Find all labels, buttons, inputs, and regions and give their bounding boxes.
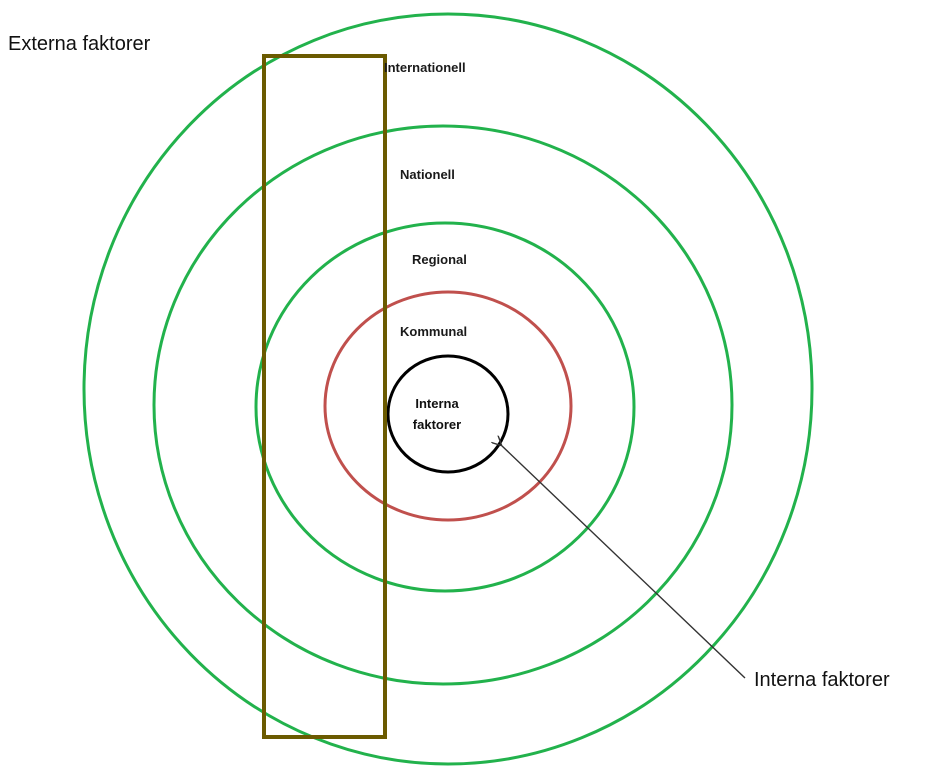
internal-factors-title: Interna faktorer [754,669,890,691]
ring-national [152,124,734,686]
center-label: Interna faktorer [408,393,466,435]
arrow-internal-factors [501,445,746,679]
center-label-line1: Interna [415,396,459,411]
national-label: Nationell [400,167,455,182]
international-label: Internationell [384,60,466,75]
center-label-line2: faktorer [412,417,462,432]
external-factors-title: Externa faktorer [8,33,151,55]
ring-internal-center [386,354,510,474]
ring-municipal [323,290,573,522]
highlight-rectangle [262,54,387,739]
ring-regional [254,221,636,593]
regional-label: Regional [412,252,467,267]
ring-international [82,12,814,766]
municipal-label: Kommunal [400,324,468,339]
